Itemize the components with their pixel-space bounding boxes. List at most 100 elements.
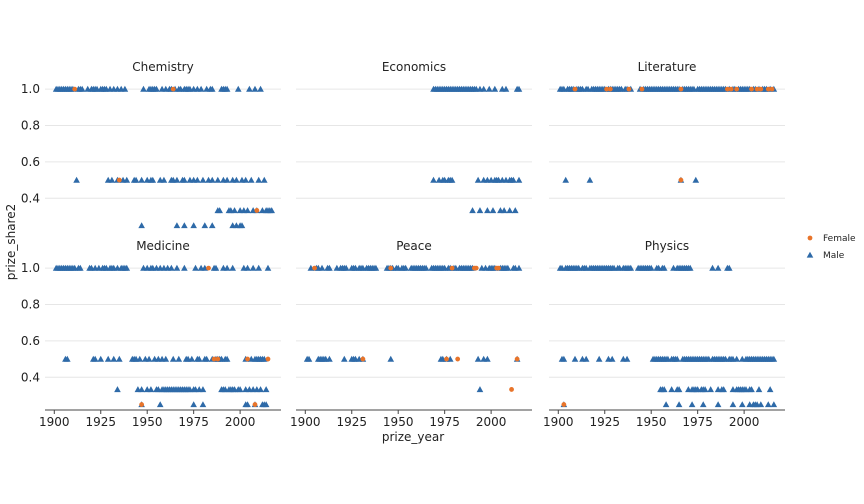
data-point-male (78, 85, 86, 92)
data-point-female (572, 86, 578, 92)
data-point-male (247, 176, 255, 183)
data-point-male (223, 176, 231, 183)
data-point-female (639, 86, 645, 92)
data-point-male (489, 207, 497, 214)
data-point-male (199, 386, 207, 393)
panel-economics: Economics (296, 60, 532, 214)
data-point-male (757, 401, 765, 408)
data-point-male (145, 355, 153, 362)
data-point-male (212, 264, 220, 271)
panel-title: Literature (638, 60, 697, 74)
x-tick-label: 1925 (336, 415, 367, 429)
panels-layer: Chemistry 0.4 0.6 0.8 1.0 Economics Literature… (21, 60, 785, 429)
data-point-male (147, 386, 155, 393)
data-point-male (244, 264, 251, 271)
data-point-female (604, 86, 610, 92)
data-point-male (342, 264, 350, 271)
data-point-male (199, 401, 207, 408)
data-point-male (699, 401, 707, 408)
x-tick-label: 1950 (383, 415, 414, 429)
data-point-male (208, 222, 216, 229)
data-point-female (170, 86, 176, 92)
panel-literature: Literature (549, 60, 785, 199)
data-point-male (199, 176, 207, 183)
legend-marker-male (806, 251, 814, 258)
data-point-male (208, 85, 216, 92)
y-tick-label: 0.8 (21, 118, 40, 132)
y-tick-label: 0.8 (21, 297, 40, 311)
panel-peace: Peace 1900 1925 1950 1975 2000 (290, 239, 532, 429)
data-point-female (496, 265, 501, 271)
panel-chemistry: Chemistry 0.4 0.6 0.8 1.0 (21, 60, 281, 229)
data-point-male (121, 85, 129, 92)
data-point-male (595, 355, 603, 362)
data-point-male (770, 401, 778, 408)
data-point-female (561, 402, 567, 407)
data-point-male (491, 85, 499, 92)
data-point-male (476, 386, 484, 393)
data-point-male (675, 401, 683, 408)
data-point-female (473, 265, 479, 271)
x-tick-label: 1900 (543, 415, 574, 429)
data-point-male (244, 207, 251, 214)
data-point-male (255, 264, 263, 271)
data-point-male (571, 355, 579, 362)
data-point-male (502, 85, 510, 92)
data-point-male (506, 207, 514, 214)
data-point-male (262, 401, 270, 408)
data-point-male (755, 386, 763, 393)
data-point-male (63, 355, 71, 362)
data-point-male (326, 264, 333, 271)
data-point-male (511, 207, 519, 214)
data-point-male (181, 222, 188, 229)
data-point-male (326, 355, 333, 362)
x-tick-label: 1925 (85, 415, 116, 429)
data-point-male (190, 401, 197, 408)
data-point-male (586, 176, 594, 183)
data-point-male (560, 355, 568, 362)
data-point-male (138, 386, 145, 393)
data-point-female (724, 86, 730, 92)
data-point-female (749, 86, 754, 92)
data-point-male (766, 386, 774, 393)
data-point-male (510, 176, 517, 183)
data-point-male (623, 355, 631, 362)
data-point-male (114, 386, 121, 393)
data-point-male (91, 355, 99, 362)
x-tick-label: 2000 (225, 415, 256, 429)
data-point-female (206, 265, 211, 271)
x-tick-label: 1950 (132, 415, 163, 429)
data-point-male (214, 176, 222, 183)
data-point-male (251, 85, 259, 92)
data-point-male (260, 176, 268, 183)
data-point-female (388, 265, 394, 271)
data-point-female (678, 177, 684, 183)
data-point-female (455, 356, 461, 362)
data-point-male (173, 264, 181, 271)
data-point-male (504, 264, 512, 271)
data-point-male (138, 176, 145, 183)
data-point-male (242, 176, 249, 183)
data-point-male (132, 176, 140, 183)
panel-title: Physics (645, 239, 689, 253)
panel-title: Medicine (136, 239, 190, 253)
data-point-male (515, 264, 523, 271)
data-point-male (201, 222, 209, 229)
data-point-male (195, 355, 203, 362)
data-point-female (139, 402, 145, 407)
data-point-female (72, 86, 78, 92)
data-point-male (484, 355, 491, 362)
data-point-male (149, 176, 157, 183)
data-point-female (360, 356, 366, 362)
data-point-male (140, 85, 147, 92)
data-point-male (190, 222, 197, 229)
data-point-female (769, 86, 775, 92)
data-point-male (208, 176, 216, 183)
data-point-male (733, 355, 740, 362)
x-tick-label: 1925 (589, 415, 620, 429)
data-point-male (203, 355, 210, 362)
y-tick-label: 0.4 (21, 191, 40, 205)
data-point-male (162, 355, 170, 362)
data-point-male (77, 264, 84, 271)
